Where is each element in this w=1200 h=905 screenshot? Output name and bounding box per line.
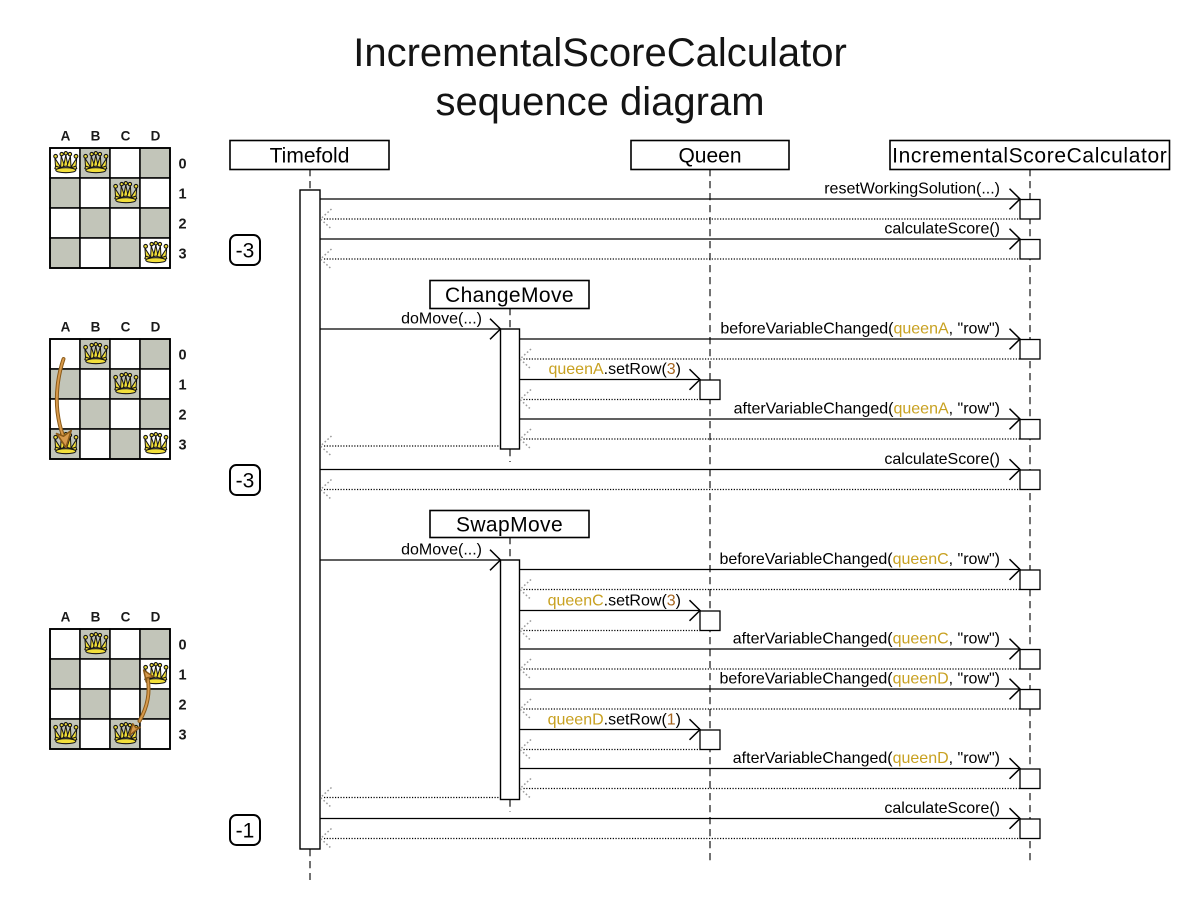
- svg-text:C: C: [121, 129, 131, 144]
- svg-text:D: D: [151, 320, 161, 335]
- svg-text:D: D: [151, 129, 161, 144]
- svg-text:queenA.setRow(3): queenA.setRow(3): [548, 361, 681, 378]
- svg-text:calculateScore(): calculateScore(): [884, 800, 1000, 817]
- svg-text:1: 1: [179, 668, 187, 684]
- svg-text:B: B: [91, 610, 101, 625]
- svg-text:calculateScore(): calculateScore(): [884, 451, 1000, 468]
- svg-text:0: 0: [179, 348, 187, 364]
- svg-text:2: 2: [179, 698, 187, 714]
- svg-text:2: 2: [179, 408, 187, 424]
- svg-text:3: 3: [179, 247, 187, 263]
- svg-text:3: 3: [179, 728, 187, 744]
- svg-text:beforeVariableChanged(queenC,: beforeVariableChanged(queenC, "row"): [719, 551, 1000, 568]
- svg-text:SwapMove: SwapMove: [456, 513, 563, 536]
- svg-text:C: C: [121, 320, 131, 335]
- svg-text:A: A: [61, 610, 71, 625]
- svg-text:doMove(...): doMove(...): [401, 542, 482, 559]
- svg-text:-1: -1: [236, 820, 255, 843]
- svg-text:0: 0: [179, 638, 187, 654]
- svg-text:B: B: [91, 129, 101, 144]
- svg-text:Timefold: Timefold: [270, 144, 350, 167]
- svg-text:D: D: [151, 610, 161, 625]
- svg-text:doMove(...): doMove(...): [401, 311, 482, 328]
- svg-text:calculateScore(): calculateScore(): [884, 221, 1000, 238]
- svg-text:-3: -3: [236, 470, 255, 493]
- svg-text:ChangeMove: ChangeMove: [445, 284, 574, 307]
- svg-text:A: A: [61, 129, 71, 144]
- svg-text:afterVariableChanged(queenC, ": afterVariableChanged(queenC, "row"): [733, 631, 1000, 648]
- svg-text:resetWorkingSolution(...): resetWorkingSolution(...): [824, 181, 1000, 198]
- svg-text:sequence diagram: sequence diagram: [435, 80, 764, 124]
- svg-text:A: A: [61, 320, 71, 335]
- svg-text:IncrementalScoreCalculator: IncrementalScoreCalculator: [892, 144, 1167, 167]
- svg-text:Queen: Queen: [678, 144, 741, 167]
- svg-text:B: B: [91, 320, 101, 335]
- svg-text:2: 2: [179, 217, 187, 233]
- svg-text:-3: -3: [236, 240, 255, 263]
- svg-text:1: 1: [179, 378, 187, 394]
- svg-text:queenD.setRow(1): queenD.setRow(1): [548, 712, 681, 729]
- svg-text:C: C: [121, 610, 131, 625]
- svg-text:0: 0: [179, 157, 187, 173]
- svg-text:1: 1: [179, 187, 187, 203]
- svg-text:3: 3: [179, 438, 187, 454]
- svg-text:beforeVariableChanged(queenD,: beforeVariableChanged(queenD, "row"): [719, 671, 1000, 688]
- svg-text:afterVariableChanged(queenD, ": afterVariableChanged(queenD, "row"): [733, 750, 1000, 767]
- svg-text:IncrementalScoreCalculator: IncrementalScoreCalculator: [353, 31, 847, 75]
- svg-text:beforeVariableChanged(queenA,: beforeVariableChanged(queenA, "row"): [720, 321, 1000, 338]
- svg-text:afterVariableChanged(queenA, ": afterVariableChanged(queenA, "row"): [734, 401, 1000, 418]
- svg-text:queenC.setRow(3): queenC.setRow(3): [548, 593, 681, 610]
